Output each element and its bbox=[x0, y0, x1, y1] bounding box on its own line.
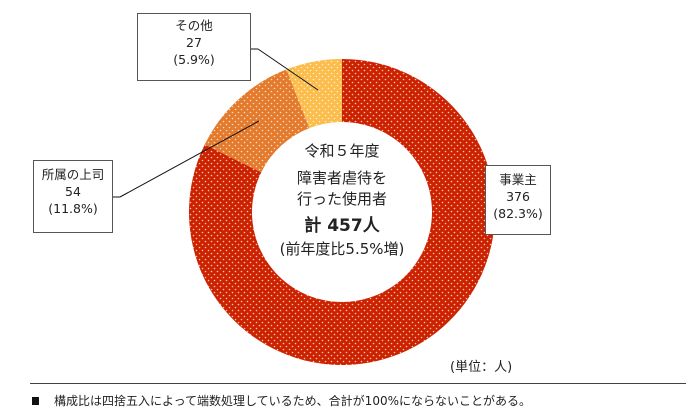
donut-slice-pattern-0 bbox=[188, 59, 495, 365]
center-year: 令和５年度 bbox=[304, 142, 380, 160]
footnote-text: 構成比は四捨五入によって端数処理しているため、合計が100%にならないことがある… bbox=[54, 394, 531, 408]
slice-percent: (5.9%) bbox=[173, 52, 215, 67]
divider bbox=[30, 383, 686, 384]
donut-slice-pattern-2 bbox=[286, 59, 342, 129]
center-subtitle: 障害者虐待を bbox=[296, 169, 387, 187]
slice-label: 事業主 bbox=[499, 172, 537, 187]
center-total: 計 457人 bbox=[304, 216, 380, 236]
slice-value: 54 bbox=[65, 184, 81, 199]
footnote: 構成比は四捨五入によって端数処理しているため、合計が100%にならないことがある… bbox=[32, 392, 531, 409]
leader-line-supervisor bbox=[119, 120, 260, 198]
center-text: 令和５年度 障害者虐待を 行った使用者 計 457人 (前年度比5.5%増) bbox=[252, 140, 432, 260]
slice-value: 376 bbox=[506, 189, 530, 204]
slice-percent: (82.3%) bbox=[493, 206, 543, 221]
label-supervisor: 所属の上司 54 (11.8%) bbox=[33, 160, 113, 233]
leader-line-other bbox=[257, 48, 319, 91]
slice-label: その他 bbox=[175, 18, 213, 33]
donut-slice-pattern-1 bbox=[204, 69, 310, 173]
unit-label: (単位：人) bbox=[450, 360, 513, 375]
slice-value: 27 bbox=[186, 35, 202, 50]
center-subtitle-2: 行った使用者 bbox=[296, 190, 387, 208]
label-employer: 事業主 376 (82.3%) bbox=[485, 165, 551, 235]
center-change: (前年度比5.5%増) bbox=[279, 240, 405, 258]
square-bullet-icon bbox=[32, 397, 39, 405]
label-other: その他 27 (5.9%) bbox=[137, 13, 251, 81]
slice-percent: (11.8%) bbox=[48, 201, 98, 216]
slice-label: 所属の上司 bbox=[41, 167, 105, 182]
